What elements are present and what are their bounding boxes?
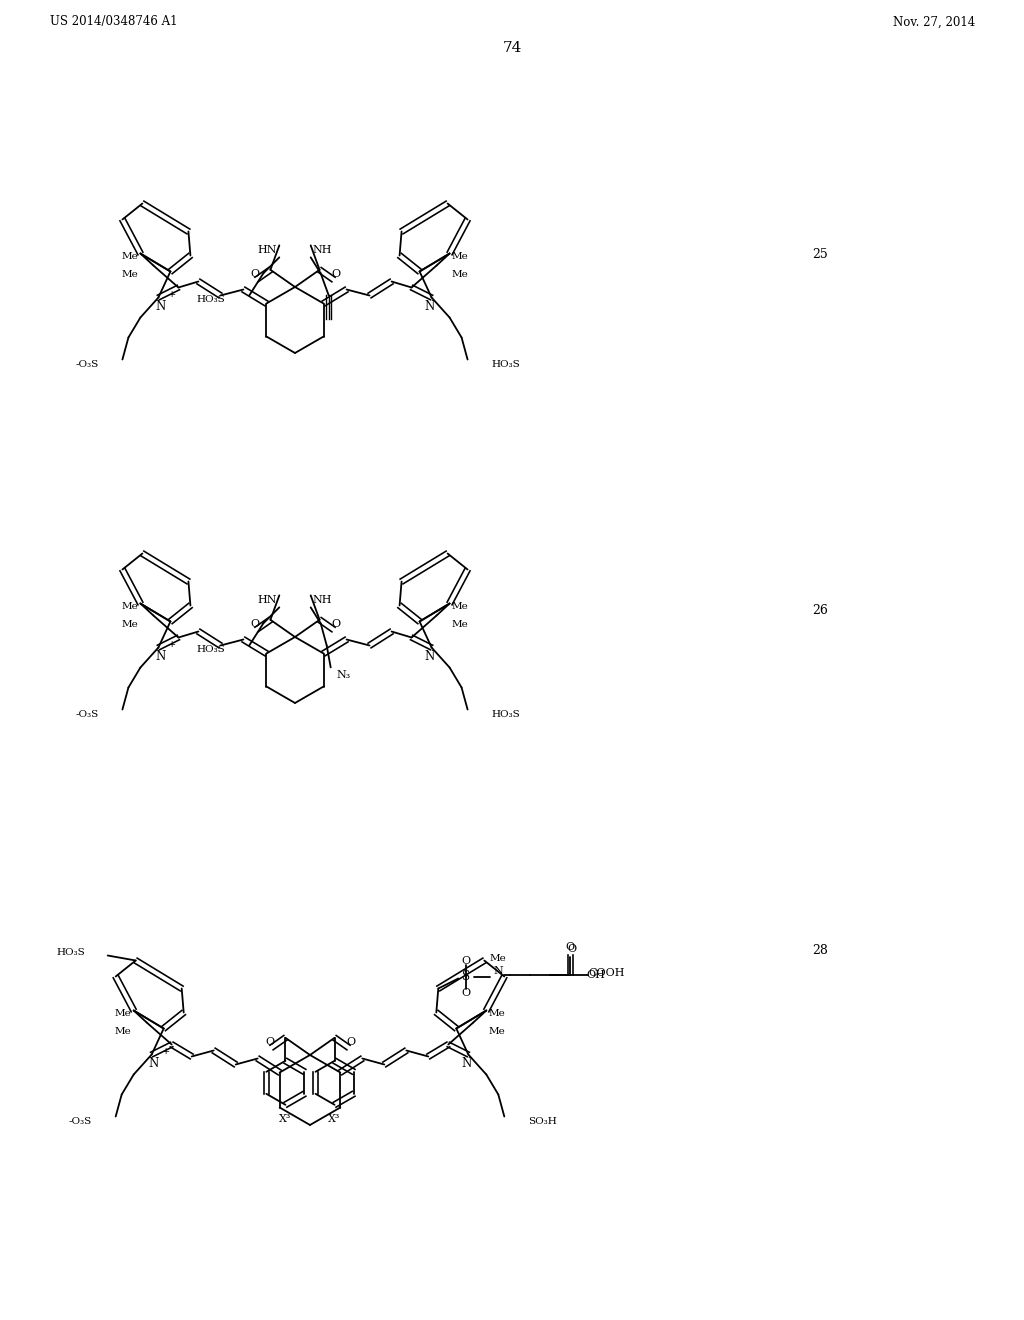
Text: Me: Me <box>489 954 507 964</box>
Text: OH: OH <box>587 969 606 979</box>
Text: N: N <box>425 649 435 663</box>
Text: X³: X³ <box>329 1114 341 1123</box>
Text: O: O <box>250 619 259 628</box>
Text: SO₃H: SO₃H <box>528 1117 557 1126</box>
Text: Me: Me <box>115 1008 132 1018</box>
Text: NH: NH <box>313 595 333 606</box>
Text: HN: HN <box>258 595 278 606</box>
Text: Me: Me <box>488 1027 505 1036</box>
Text: +: + <box>168 290 176 300</box>
Text: Me: Me <box>122 602 138 611</box>
Text: O: O <box>331 619 340 628</box>
Text: 26: 26 <box>812 603 828 616</box>
Text: +: + <box>162 1047 170 1056</box>
Text: HO₃S: HO₃S <box>197 294 225 304</box>
Text: Me: Me <box>452 252 468 261</box>
Text: HO₃S: HO₃S <box>492 360 520 370</box>
Text: -O₃S: -O₃S <box>75 710 98 719</box>
Text: Me: Me <box>488 1008 505 1018</box>
Text: HO₃S: HO₃S <box>492 710 520 719</box>
Text: X³: X³ <box>280 1114 292 1123</box>
Text: HO₃S: HO₃S <box>57 948 86 957</box>
Text: HN: HN <box>258 246 278 255</box>
Text: N: N <box>494 966 503 977</box>
Text: Me: Me <box>452 602 468 611</box>
Text: O: O <box>331 268 340 279</box>
Text: N₃: N₃ <box>337 671 351 680</box>
Text: NH: NH <box>313 246 333 255</box>
Text: N: N <box>148 1057 159 1071</box>
Text: US 2014/0348746 A1: US 2014/0348746 A1 <box>50 16 177 29</box>
Text: O: O <box>346 1036 355 1047</box>
Text: O: O <box>565 941 574 952</box>
Text: HO₃S: HO₃S <box>197 645 225 653</box>
Text: Me: Me <box>115 1027 132 1036</box>
Text: N: N <box>461 1057 471 1071</box>
Text: -O₃S: -O₃S <box>75 360 98 370</box>
Text: S: S <box>462 970 470 983</box>
Text: N: N <box>425 300 435 313</box>
Text: O: O <box>462 956 471 965</box>
Text: Me: Me <box>452 620 468 630</box>
Text: 28: 28 <box>812 944 828 957</box>
Text: 74: 74 <box>503 41 521 55</box>
Text: N: N <box>156 300 166 313</box>
Text: +: + <box>168 640 176 649</box>
Text: O: O <box>567 944 577 953</box>
Text: O: O <box>250 268 259 279</box>
Text: -O₃S: -O₃S <box>69 1117 92 1126</box>
Text: COOH: COOH <box>589 968 625 978</box>
Text: Me: Me <box>122 620 138 630</box>
Text: O: O <box>265 1036 274 1047</box>
Text: Me: Me <box>452 271 468 279</box>
Text: O: O <box>462 987 471 998</box>
Text: 25: 25 <box>812 248 827 261</box>
Text: Nov. 27, 2014: Nov. 27, 2014 <box>893 16 975 29</box>
Text: N: N <box>156 649 166 663</box>
Text: Me: Me <box>122 252 138 261</box>
Text: Me: Me <box>122 271 138 279</box>
